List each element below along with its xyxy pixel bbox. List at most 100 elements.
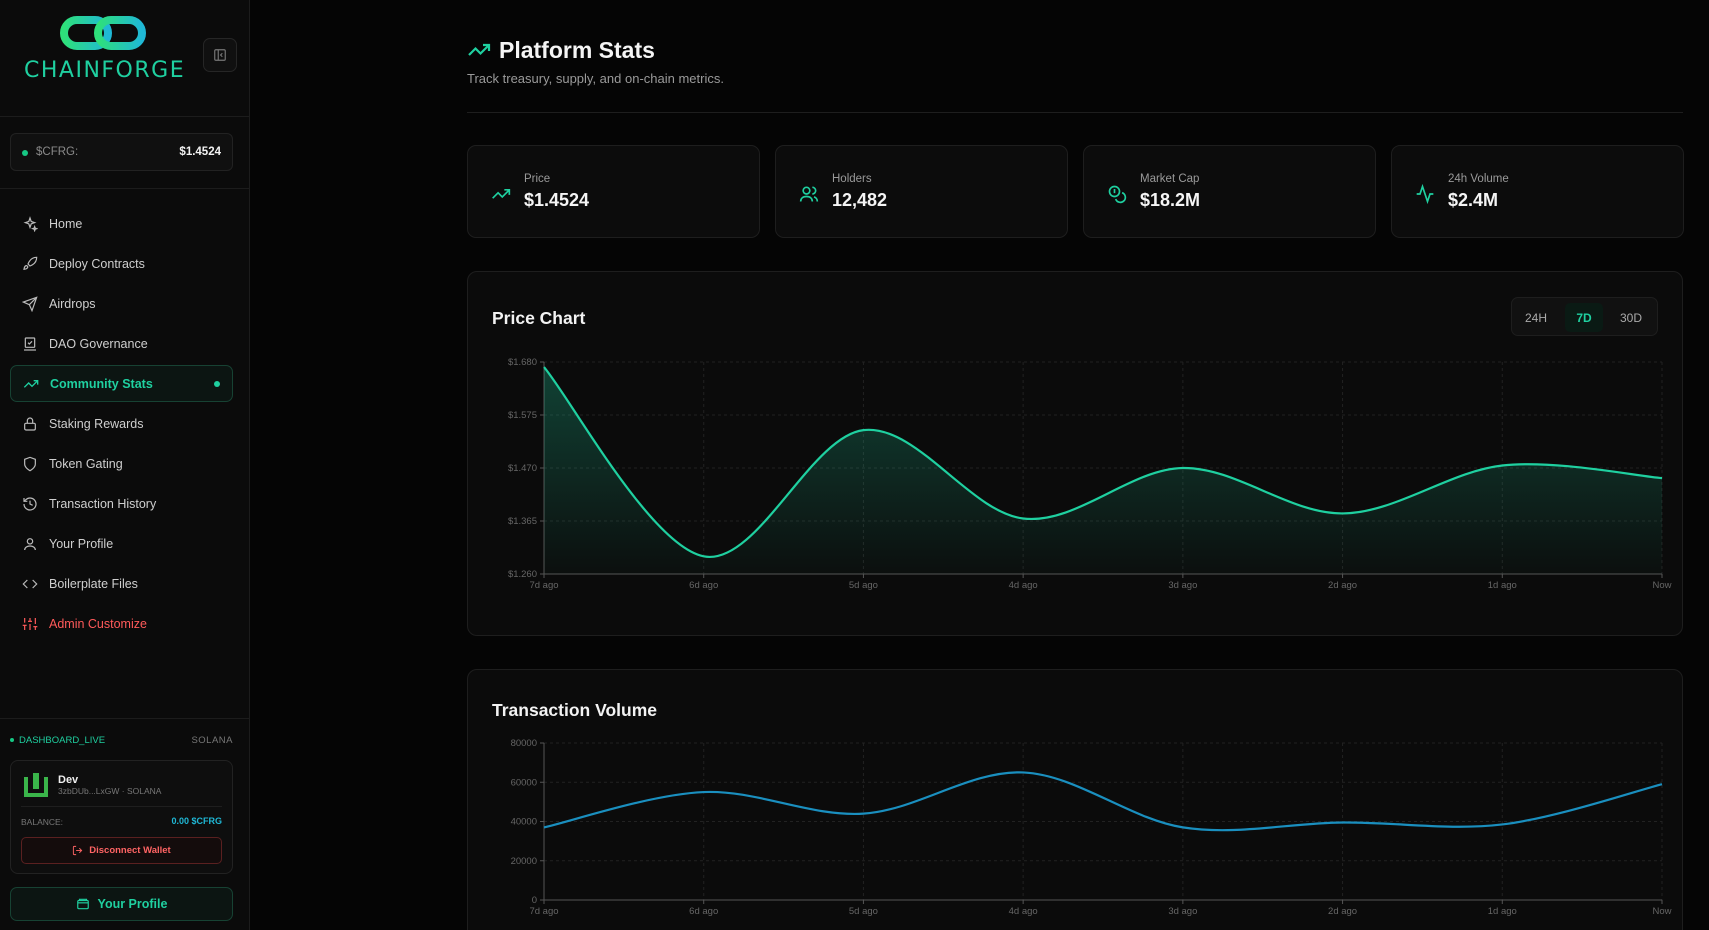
trending-up-icon xyxy=(467,38,491,62)
sidebar-item-dao-governance[interactable]: DAO Governance xyxy=(10,325,233,362)
x-tick-label: 7d ago xyxy=(529,906,558,917)
x-tick-label: 6d ago xyxy=(689,580,718,591)
stat-value: 12,482 xyxy=(832,190,887,211)
network-label: SOLANA xyxy=(191,735,233,746)
range-selector: 24H 7D 30D xyxy=(1511,297,1658,336)
x-tick-label: 5d ago xyxy=(849,580,878,591)
stat-value: $1.4524 xyxy=(524,190,589,211)
your-profile-button[interactable]: Your Profile xyxy=(10,887,233,921)
vote-icon xyxy=(22,336,38,352)
x-tick-label: 4d ago xyxy=(1009,580,1038,591)
stat-card-holders: Holders 12,482 xyxy=(775,145,1068,238)
x-tick-label: Now xyxy=(1652,906,1671,917)
y-tick-label: 80000 xyxy=(511,738,537,749)
stat-label: Price xyxy=(524,173,550,185)
sidebar-item-label: Boilerplate Files xyxy=(49,577,138,591)
x-tick-label: 7d ago xyxy=(529,580,558,591)
sidebar-item-label: Admin Customize xyxy=(49,617,147,631)
sidebar-item-airdrops[interactable]: Airdrops xyxy=(10,285,233,322)
panel-title: Price Chart xyxy=(492,308,585,329)
sidebar-item-home[interactable]: Home xyxy=(10,205,233,242)
sidebar-item-your-profile[interactable]: Your Profile xyxy=(10,525,233,562)
divider xyxy=(21,806,222,807)
sidebar-item-boilerplate-files[interactable]: Boilerplate Files xyxy=(10,565,233,602)
stat-value: $18.2M xyxy=(1140,190,1200,211)
sliders-icon xyxy=(22,616,38,632)
y-tick-label: $1.680 xyxy=(508,357,537,368)
stat-label: Holders xyxy=(832,173,872,185)
sidebar-item-label: Community Stats xyxy=(50,377,153,391)
x-tick-label: 1d ago xyxy=(1488,580,1517,591)
divider xyxy=(467,112,1683,113)
y-tick-label: 40000 xyxy=(511,817,537,828)
send-icon xyxy=(22,296,38,312)
series-area xyxy=(544,367,1662,574)
y-tick-label: 60000 xyxy=(511,777,537,788)
users-icon xyxy=(799,184,819,204)
main-content: Platform Stats Track treasury, supply, a… xyxy=(467,0,1683,930)
activity-icon xyxy=(1415,184,1435,204)
panel-left-icon xyxy=(213,48,227,62)
history-icon xyxy=(22,496,38,512)
y-tick-label: 20000 xyxy=(511,856,537,867)
sidebar-item-token-gating[interactable]: Token Gating xyxy=(10,445,233,482)
stat-label: 24h Volume xyxy=(1448,173,1509,185)
sidebar-item-label: Deploy Contracts xyxy=(49,257,145,271)
dashboard-status: DASHBOARD_LIVE SOLANA xyxy=(10,734,233,748)
sidebar-item-label: Airdrops xyxy=(49,297,96,311)
balance-value: 0.00 $CFRG xyxy=(171,816,222,826)
balance-label: BALANCE: xyxy=(21,817,63,827)
sidebar: CHAINFORGE $CFRG: $1.4524 Home Deploy Co… xyxy=(0,0,250,930)
sidebar-item-label: Transaction History xyxy=(49,497,156,511)
x-tick-label: 3d ago xyxy=(1168,580,1197,591)
y-tick-label: $1.260 xyxy=(508,569,537,580)
sidebar-item-admin-customize[interactable]: Admin Customize xyxy=(10,605,233,642)
price-chart: $1.260 $1.365 $1.470 $1.575 $1.680 7d ago 6d a… xyxy=(468,352,1682,592)
y-tick-label: $1.575 xyxy=(508,410,537,421)
your-profile-label: Your Profile xyxy=(98,897,168,911)
brand-name: CHAINFORGE xyxy=(24,58,185,83)
sidebar-item-staking-rewards[interactable]: Staking Rewards xyxy=(10,405,233,442)
x-tick-label: 1d ago xyxy=(1488,906,1517,917)
logout-icon xyxy=(72,845,83,856)
wallet-icon xyxy=(76,897,90,911)
stat-card-price: Price $1.4524 xyxy=(467,145,760,238)
trending-up-icon xyxy=(23,376,39,392)
rocket-icon xyxy=(22,256,38,272)
x-tick-label: Now xyxy=(1652,580,1671,591)
sidebar-item-label: Home xyxy=(49,217,82,231)
live-dot xyxy=(10,738,14,742)
stat-value: $2.4M xyxy=(1448,190,1498,211)
sidebar-item-community-stats[interactable]: Community Stats xyxy=(10,365,233,402)
disconnect-wallet-button[interactable]: Disconnect Wallet xyxy=(21,837,222,864)
sidebar-item-label: Your Profile xyxy=(49,537,113,551)
sidebar-item-deploy-contracts[interactable]: Deploy Contracts xyxy=(10,245,233,282)
stat-label: Market Cap xyxy=(1140,173,1199,185)
range-24h-button[interactable]: 24H xyxy=(1517,303,1555,332)
volume-chart-panel: Transaction Volume 0 20000 40000 60000 80000… xyxy=(467,669,1683,930)
sidebar-item-label: Staking Rewards xyxy=(49,417,144,431)
ticker-label: $CFRG: xyxy=(36,146,78,158)
brand-header: CHAINFORGE xyxy=(0,0,250,117)
chain-link-logo-icon xyxy=(60,14,146,54)
divider xyxy=(0,718,250,719)
shield-icon xyxy=(22,456,38,472)
volume-chart: 0 20000 40000 60000 80000 7d ago 6d ago 5d ago 4… xyxy=(468,732,1682,930)
lock-icon xyxy=(22,416,38,432)
range-30d-button[interactable]: 30D xyxy=(1612,303,1650,332)
sparkle-icon xyxy=(22,216,38,232)
stat-card-24h-volume: 24h Volume $2.4M xyxy=(1391,145,1684,238)
x-tick-label: 2d ago xyxy=(1328,906,1357,917)
page-title-text: Platform Stats xyxy=(499,37,655,64)
x-tick-label: 2d ago xyxy=(1328,580,1357,591)
ticker-price: $1.4524 xyxy=(179,146,221,158)
range-7d-button[interactable]: 7D xyxy=(1565,303,1603,332)
active-indicator xyxy=(214,381,220,387)
sidebar-item-transaction-history[interactable]: Transaction History xyxy=(10,485,233,522)
token-price-ticker: $CFRG: $1.4524 xyxy=(10,133,233,171)
sidebar-collapse-button[interactable] xyxy=(203,38,237,72)
code-icon xyxy=(22,576,38,592)
live-dot xyxy=(22,150,28,156)
disconnect-label: Disconnect Wallet xyxy=(89,845,170,856)
wallet-card: Dev 3zbDUb...LxGW · SOLANA BALANCE: 0.00… xyxy=(10,760,233,874)
